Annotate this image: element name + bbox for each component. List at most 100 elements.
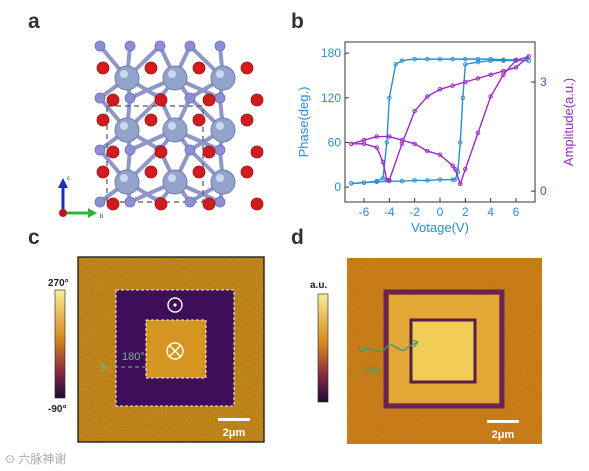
data-point bbox=[488, 72, 493, 77]
data-point bbox=[399, 58, 405, 63]
data-point bbox=[475, 59, 481, 65]
data-point bbox=[437, 177, 443, 182]
data-point bbox=[425, 148, 430, 154]
data-point bbox=[412, 56, 417, 62]
oxygen-atom bbox=[144, 113, 158, 127]
amplitude-map-panel: a.u. DW 2μm bbox=[310, 258, 542, 444]
oxygen-atom bbox=[202, 197, 216, 211]
data-point bbox=[384, 177, 390, 183]
oxygen-atom bbox=[250, 93, 264, 107]
large-atom bbox=[114, 169, 140, 195]
small-atom bbox=[154, 40, 166, 52]
domain-wall-label: DW bbox=[364, 366, 381, 377]
data-point bbox=[412, 141, 417, 147]
oxygen-atom bbox=[192, 165, 206, 179]
data-point bbox=[450, 163, 455, 168]
large-atom bbox=[162, 169, 188, 195]
data-point bbox=[361, 180, 367, 185]
data-point bbox=[463, 56, 468, 62]
colorbar bbox=[317, 293, 329, 403]
x-tick-label: 2 bbox=[462, 205, 469, 219]
data-point bbox=[374, 145, 379, 150]
y2-tick-label: 0 bbox=[540, 184, 547, 198]
scalebar bbox=[218, 418, 250, 421]
data-point bbox=[463, 62, 468, 67]
y-tick-label: 180 bbox=[321, 46, 341, 60]
data-point bbox=[387, 95, 392, 101]
watermark: ⊙ 六脉神谢 bbox=[5, 450, 66, 467]
data-point bbox=[425, 56, 430, 62]
oxygen-atom bbox=[154, 197, 168, 211]
data-point bbox=[475, 76, 481, 81]
data-point bbox=[425, 178, 430, 183]
data-point bbox=[374, 134, 379, 139]
data-point bbox=[399, 137, 405, 143]
oxygen-atom bbox=[250, 145, 264, 159]
small-atom bbox=[214, 144, 226, 156]
oxygen-atom bbox=[192, 61, 206, 75]
y-axis-label: Phase(deg.) bbox=[296, 87, 311, 158]
data-point bbox=[393, 62, 398, 67]
colorbar-min: -90° bbox=[48, 404, 66, 415]
small-atom bbox=[94, 92, 106, 104]
data-point bbox=[475, 56, 481, 62]
data-point bbox=[488, 94, 493, 99]
large-atom bbox=[162, 65, 188, 91]
data-point bbox=[450, 56, 455, 62]
oxygen-atom bbox=[250, 197, 264, 211]
small-atom bbox=[94, 144, 106, 156]
x-axis-label: Votage(V) bbox=[411, 220, 469, 235]
scalebar-label: 2μm bbox=[492, 429, 515, 441]
data-point bbox=[387, 134, 392, 139]
data-point bbox=[458, 181, 463, 187]
oxygen-atom bbox=[202, 145, 216, 159]
oxygen-atom bbox=[96, 113, 110, 127]
y-tick-label: 0 bbox=[334, 180, 341, 194]
small-atom bbox=[124, 144, 136, 156]
x-tick-label: 6 bbox=[513, 205, 520, 219]
small-atom bbox=[94, 196, 106, 208]
small-atom bbox=[184, 92, 196, 104]
watermark-icon: ⊙ bbox=[5, 452, 19, 466]
crystal-atoms bbox=[94, 40, 264, 211]
oxygen-atom bbox=[240, 61, 254, 75]
phase-map-panel: 270° -90° 180° 2μm bbox=[48, 256, 265, 443]
data-point bbox=[437, 56, 443, 62]
data-point bbox=[437, 152, 443, 157]
oxygen-atom bbox=[106, 145, 120, 159]
data-point bbox=[452, 167, 458, 172]
large-atom bbox=[210, 117, 236, 143]
oxygen-atom bbox=[202, 93, 216, 107]
inner-domain-fill bbox=[409, 318, 477, 384]
data-point bbox=[513, 57, 519, 63]
panel-letter-b: b bbox=[291, 10, 304, 33]
small-atom bbox=[124, 92, 136, 104]
series-line-3 bbox=[351, 55, 529, 186]
data-point bbox=[361, 137, 367, 143]
data-point bbox=[458, 140, 463, 145]
data-point bbox=[349, 181, 354, 186]
small-atom bbox=[184, 196, 196, 208]
crystal-structure: c b bbox=[58, 40, 264, 220]
data-point bbox=[526, 54, 531, 59]
panel-letter-d: d bbox=[291, 226, 304, 249]
oxygen-atom bbox=[240, 165, 254, 179]
data-point bbox=[412, 178, 417, 183]
data-point bbox=[513, 65, 519, 70]
series-line-1 bbox=[351, 59, 529, 185]
colorbar-unit: a.u. bbox=[310, 280, 327, 291]
small-atom bbox=[184, 40, 196, 52]
oxygen-atom bbox=[192, 113, 206, 127]
small-atom bbox=[214, 92, 226, 104]
large-atom bbox=[162, 117, 188, 143]
y-tick-label: 60 bbox=[328, 135, 342, 149]
x-tick-label: -6 bbox=[359, 205, 370, 219]
axis-label-b: b bbox=[100, 214, 104, 220]
data-point bbox=[488, 58, 493, 63]
scalebar-label: 2μm bbox=[223, 427, 246, 439]
scalebar bbox=[487, 420, 519, 423]
data-point bbox=[387, 177, 392, 183]
data-point bbox=[437, 87, 443, 92]
oxygen-atom bbox=[106, 93, 120, 107]
panel-letter-a: a bbox=[28, 10, 40, 33]
